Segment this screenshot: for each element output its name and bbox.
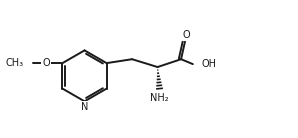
- Text: NH₂: NH₂: [150, 94, 169, 104]
- Text: CH₃: CH₃: [5, 58, 23, 68]
- Text: O: O: [182, 30, 190, 40]
- Text: OH: OH: [202, 59, 217, 69]
- Text: N: N: [81, 102, 88, 112]
- Text: O: O: [42, 58, 50, 68]
